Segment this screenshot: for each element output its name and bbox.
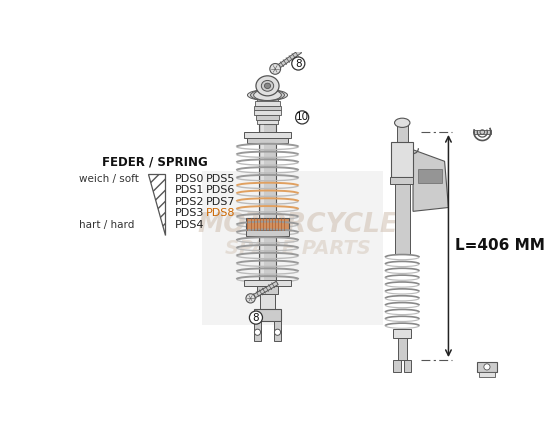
Text: PDS0: PDS0 [175,174,204,184]
Circle shape [254,329,261,335]
Circle shape [270,64,281,74]
Text: L=406 MM: L=406 MM [455,239,545,253]
FancyBboxPatch shape [254,106,281,110]
Polygon shape [274,50,301,71]
FancyBboxPatch shape [244,280,291,286]
Circle shape [249,311,262,324]
Text: SPARE PARTS: SPARE PARTS [225,239,371,258]
FancyBboxPatch shape [479,372,494,377]
Text: 8: 8 [253,313,259,323]
Ellipse shape [264,83,271,88]
FancyBboxPatch shape [254,110,281,115]
Text: PDS6: PDS6 [206,185,235,195]
FancyBboxPatch shape [259,124,276,291]
Text: 10: 10 [296,113,309,123]
Text: PDS1: PDS1 [175,185,204,195]
FancyBboxPatch shape [395,184,410,254]
FancyBboxPatch shape [257,286,278,294]
Circle shape [275,329,281,335]
FancyBboxPatch shape [273,321,281,342]
FancyBboxPatch shape [248,138,287,143]
Text: PDS8: PDS8 [206,208,235,218]
FancyBboxPatch shape [257,120,277,124]
Text: PDS2: PDS2 [175,197,205,207]
Text: PDS3: PDS3 [175,208,204,218]
Polygon shape [148,174,165,235]
FancyBboxPatch shape [260,294,275,309]
Text: PDS7: PDS7 [206,197,235,207]
FancyBboxPatch shape [477,362,497,372]
FancyBboxPatch shape [202,171,383,325]
Circle shape [296,111,309,124]
Text: PDS5: PDS5 [206,174,235,184]
Ellipse shape [256,76,279,96]
FancyBboxPatch shape [390,177,413,184]
FancyBboxPatch shape [474,130,491,134]
FancyBboxPatch shape [393,360,401,372]
FancyBboxPatch shape [255,101,280,106]
Polygon shape [249,281,278,300]
FancyBboxPatch shape [246,217,289,230]
FancyBboxPatch shape [261,124,264,291]
FancyBboxPatch shape [393,329,411,339]
Circle shape [484,364,490,370]
Polygon shape [413,150,449,211]
FancyBboxPatch shape [246,230,289,236]
FancyBboxPatch shape [417,169,442,183]
Ellipse shape [248,90,287,100]
Circle shape [246,294,255,303]
FancyBboxPatch shape [404,360,411,372]
FancyBboxPatch shape [398,339,407,360]
Ellipse shape [254,90,281,100]
Text: PDS4: PDS4 [175,220,205,230]
Text: hart / hard: hart / hard [79,220,134,230]
Ellipse shape [251,90,285,100]
Ellipse shape [261,81,273,91]
FancyBboxPatch shape [244,132,291,138]
FancyBboxPatch shape [254,321,261,342]
FancyBboxPatch shape [257,97,278,103]
Ellipse shape [395,118,410,127]
FancyBboxPatch shape [397,123,408,142]
FancyBboxPatch shape [254,309,281,321]
FancyBboxPatch shape [256,115,279,120]
Text: 8: 8 [295,58,302,68]
FancyBboxPatch shape [392,142,413,177]
Circle shape [292,57,305,70]
Text: weich / soft: weich / soft [79,174,139,184]
Text: MOTORCYCLE: MOTORCYCLE [198,212,399,238]
Text: FEDER / SPRING: FEDER / SPRING [102,156,208,169]
